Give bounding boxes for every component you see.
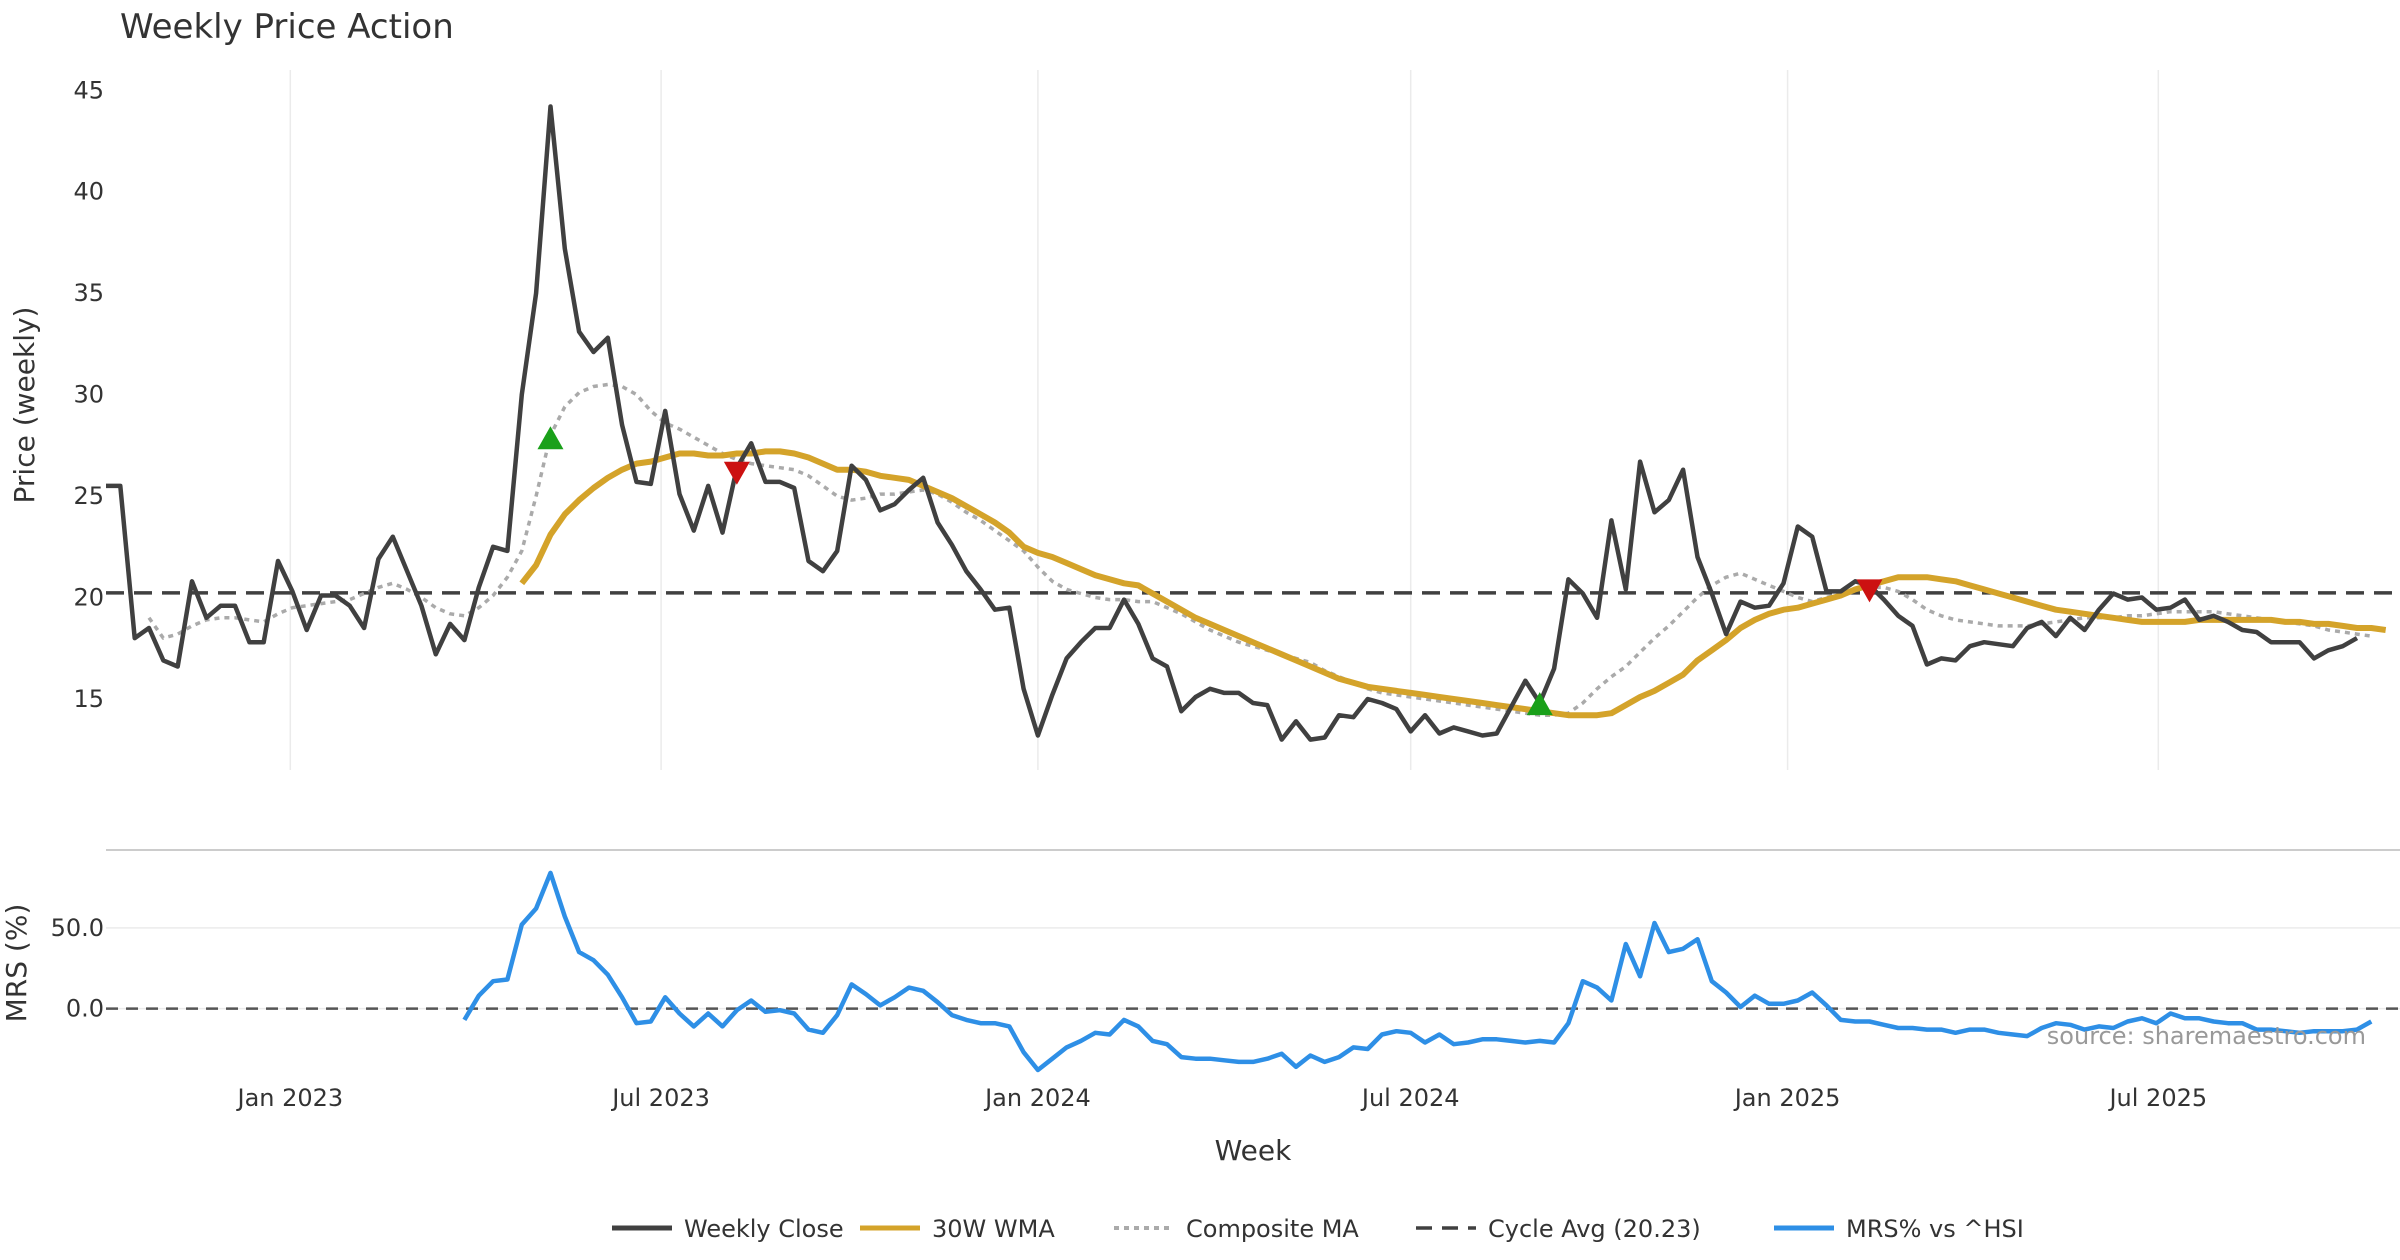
x-axis-ticks: Jan 2023 Jul 2023 Jan 2024 Jul 2024 Jan 2025… [235,1084,2207,1112]
legend-label-mrs-vs-hsi: MRS% vs ^HSI [1846,1215,2024,1243]
x-tick-label: Jan 2025 [1733,1084,1841,1112]
price-y-axis-label: Price (weekly) [8,307,41,504]
legend-label-cycle-avg-20-23: Cycle Avg (20.23) [1488,1215,1701,1243]
30w-wma-line [519,448,2387,719]
grid-lines [106,70,2400,1010]
mrs-line [462,870,2373,1073]
buy-signal-marker [1526,692,1553,716]
buy-signal-marker [537,426,564,450]
x-tick-label: Jul 2024 [1360,1084,1460,1112]
signal-markers [537,426,1883,716]
mrs-y-tick-label: 0.0 [66,995,104,1023]
x-tick-label: Jan 2024 [983,1084,1091,1112]
price-y-tick-label: 20 [73,584,104,612]
composite-ma-line [147,382,2372,717]
price-y-tick-label: 40 [73,178,104,206]
legend-label-weekly-close: Weekly Close [684,1215,844,1243]
price-y-tick-label: 35 [73,279,104,307]
chart-title: Weekly Price Action [120,7,454,47]
legend: Weekly Close 30W WMA Composite MA Cycle Avg… [612,1215,2024,1243]
mrs-y-ticks: 0.0 50.0 [51,914,104,1023]
legend-label-composite-ma: Composite MA [1186,1215,1359,1243]
price-y-tick-label: 15 [73,685,104,713]
x-tick-label: Jul 2025 [2107,1084,2207,1112]
price-y-tick-label: 30 [73,381,104,409]
mrs-y-axis-label: MRS (%) [0,904,33,1023]
source-text: source: sharemaestro.com [2047,1022,2366,1050]
sell-signal-marker [1856,579,1883,603]
mrs-series-group [106,870,2400,1073]
x-tick-label: Jul 2023 [610,1084,710,1112]
x-axis-label: Week [1215,1134,1292,1167]
price-y-tick-label: 45 [73,76,104,104]
price-series-group [106,104,2400,742]
price-y-tick-label: 25 [73,482,104,510]
legend-label-30w-wma: 30W WMA [932,1215,1055,1243]
x-tick-label: Jan 2023 [235,1084,343,1112]
sell-signal-marker [723,461,750,485]
price-y-ticks: 15 20 25 30 35 40 45 [73,76,104,713]
weekly-close-line [106,104,2359,742]
mrs-y-tick-label: 50.0 [51,914,104,942]
